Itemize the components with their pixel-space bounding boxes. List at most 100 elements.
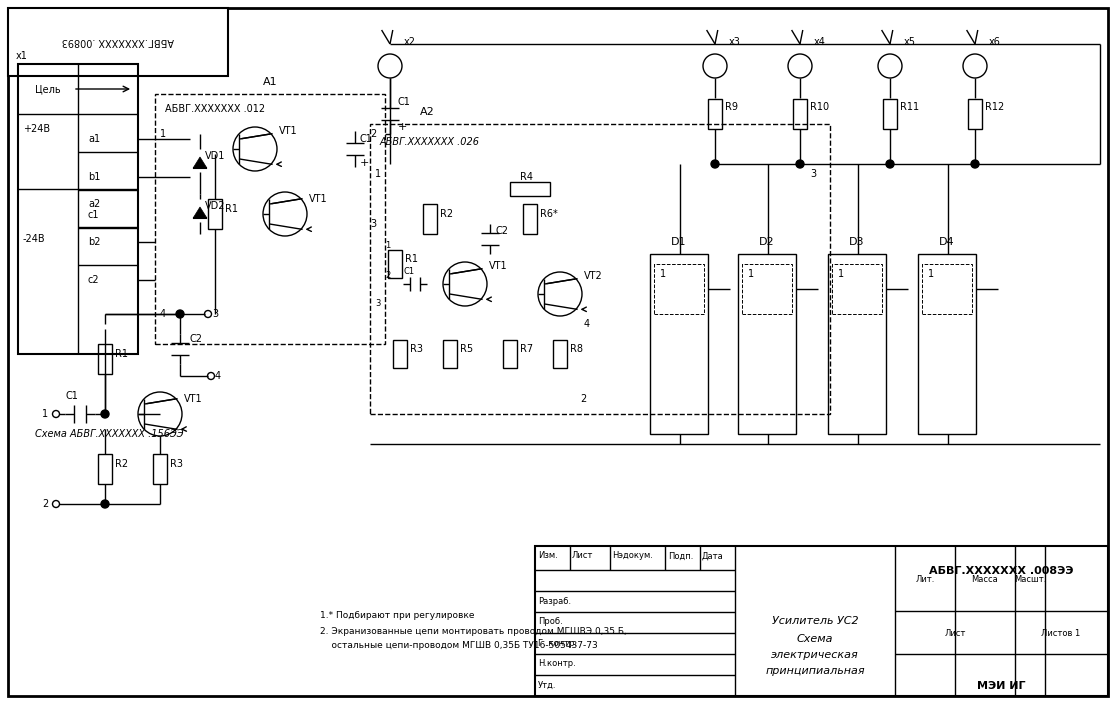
Bar bbox=[654, 264, 704, 314]
Text: R1: R1 bbox=[115, 349, 128, 359]
Text: 3: 3 bbox=[371, 219, 376, 229]
Text: АБВГ.XXXXXXX .008ЭЭ: АБВГ.XXXXXXX .008ЭЭ bbox=[929, 566, 1074, 576]
Text: Разраб.: Разраб. bbox=[538, 596, 571, 605]
Text: 1: 1 bbox=[160, 129, 166, 139]
Bar bbox=[8, 8, 228, 76]
Text: остальные цепи-проводом МГШВ 0,35Б ТУ16-505437-73: остальные цепи-проводом МГШВ 0,35Б ТУ16-… bbox=[320, 641, 598, 650]
Text: R1: R1 bbox=[225, 204, 238, 214]
Text: 3: 3 bbox=[212, 309, 218, 319]
Text: x6: x6 bbox=[989, 37, 1001, 47]
Bar bbox=[793, 99, 807, 129]
Bar bbox=[153, 454, 167, 484]
Bar bbox=[98, 454, 112, 484]
Text: Проб.: Проб. bbox=[538, 617, 562, 627]
Text: 1: 1 bbox=[838, 269, 844, 279]
Text: Схема: Схема bbox=[797, 634, 834, 644]
Text: Масса: Масса bbox=[972, 574, 999, 584]
Polygon shape bbox=[193, 207, 206, 218]
Text: Лист: Лист bbox=[944, 629, 965, 638]
Bar bbox=[98, 344, 112, 374]
Bar bbox=[510, 182, 550, 196]
Circle shape bbox=[102, 500, 109, 508]
Bar bbox=[535, 546, 1108, 696]
Text: 2: 2 bbox=[385, 272, 391, 280]
Text: R6*: R6* bbox=[540, 209, 558, 219]
Text: D1: D1 bbox=[671, 237, 686, 247]
Text: R12: R12 bbox=[985, 102, 1004, 112]
Circle shape bbox=[176, 310, 184, 318]
Text: МЭИ ИГ: МЭИ ИГ bbox=[976, 681, 1026, 691]
Text: R4: R4 bbox=[520, 172, 533, 182]
Text: D4: D4 bbox=[940, 237, 955, 247]
Text: VD1: VD1 bbox=[205, 151, 225, 161]
Text: 1.* Подбирают при регулировке: 1.* Подбирают при регулировке bbox=[320, 612, 474, 620]
Bar bbox=[503, 340, 517, 368]
Text: 1: 1 bbox=[42, 409, 48, 419]
Text: c1: c1 bbox=[88, 210, 99, 220]
Text: 2: 2 bbox=[371, 129, 376, 139]
Text: 2. Экранизованные цепи монтировать проводом МГШВЭ 0,35 Б,: 2. Экранизованные цепи монтировать прово… bbox=[320, 627, 627, 636]
Text: Н.контр.: Н.контр. bbox=[538, 660, 576, 669]
Text: Лист: Лист bbox=[573, 551, 594, 560]
Text: C2: C2 bbox=[190, 334, 203, 344]
Bar bbox=[554, 340, 567, 368]
Text: 1: 1 bbox=[375, 169, 382, 179]
Text: R3: R3 bbox=[170, 459, 183, 469]
Text: C1: C1 bbox=[398, 97, 411, 107]
Text: C1: C1 bbox=[360, 134, 373, 144]
Text: 2: 2 bbox=[580, 394, 586, 404]
Text: C1: C1 bbox=[65, 391, 78, 401]
Text: R1: R1 bbox=[405, 254, 418, 264]
Text: VD2: VD2 bbox=[205, 201, 225, 211]
Text: 4: 4 bbox=[584, 319, 590, 329]
Text: 3: 3 bbox=[810, 169, 816, 179]
Text: VT1: VT1 bbox=[279, 126, 298, 136]
Text: 1: 1 bbox=[385, 241, 391, 251]
Text: +: + bbox=[360, 158, 369, 168]
Text: VT1: VT1 bbox=[489, 261, 508, 271]
Text: 2: 2 bbox=[42, 499, 48, 509]
Text: Утд.: Утд. bbox=[538, 681, 557, 689]
Bar bbox=[371, 124, 830, 414]
Bar bbox=[393, 340, 407, 368]
Text: АБВГ.XXXXXXX .00893: АБВГ.XXXXXXX .00893 bbox=[61, 36, 174, 46]
Text: b2: b2 bbox=[88, 237, 100, 247]
Text: -24В: -24В bbox=[23, 234, 46, 244]
Text: x4: x4 bbox=[814, 37, 826, 47]
Text: Лит.: Лит. bbox=[915, 574, 935, 584]
Text: R7: R7 bbox=[520, 344, 533, 354]
Text: D2: D2 bbox=[759, 237, 775, 247]
Bar bbox=[828, 254, 886, 434]
Text: C2: C2 bbox=[496, 226, 508, 236]
Bar bbox=[738, 254, 796, 434]
Bar bbox=[443, 340, 456, 368]
Text: R2: R2 bbox=[440, 209, 453, 219]
Text: Подп.: Подп. bbox=[668, 551, 693, 560]
Bar bbox=[883, 99, 897, 129]
Text: VT2: VT2 bbox=[584, 271, 603, 281]
Text: R11: R11 bbox=[899, 102, 920, 112]
Bar bbox=[18, 64, 138, 354]
Text: R5: R5 bbox=[460, 344, 473, 354]
Text: R3: R3 bbox=[410, 344, 423, 354]
Text: 1: 1 bbox=[929, 269, 934, 279]
Text: A2: A2 bbox=[420, 107, 435, 117]
Text: 1: 1 bbox=[660, 269, 666, 279]
Circle shape bbox=[102, 410, 109, 418]
Text: 3: 3 bbox=[375, 299, 381, 308]
Text: Цель: Цель bbox=[36, 84, 60, 94]
Text: x3: x3 bbox=[729, 37, 741, 47]
Circle shape bbox=[886, 160, 894, 168]
Text: x2: x2 bbox=[404, 37, 416, 47]
Text: D3: D3 bbox=[849, 237, 865, 247]
Text: R9: R9 bbox=[725, 102, 738, 112]
Text: a2: a2 bbox=[88, 199, 100, 209]
Text: Усилитель УС2: Усилитель УС2 bbox=[771, 616, 858, 626]
Text: Листов 1: Листов 1 bbox=[1041, 629, 1080, 638]
Bar bbox=[968, 99, 982, 129]
Text: 4: 4 bbox=[160, 309, 166, 319]
Text: АБВГ.XXXXXXX .012: АБВГ.XXXXXXX .012 bbox=[165, 104, 266, 114]
Circle shape bbox=[971, 160, 979, 168]
Bar bbox=[918, 254, 976, 434]
Bar bbox=[742, 264, 792, 314]
